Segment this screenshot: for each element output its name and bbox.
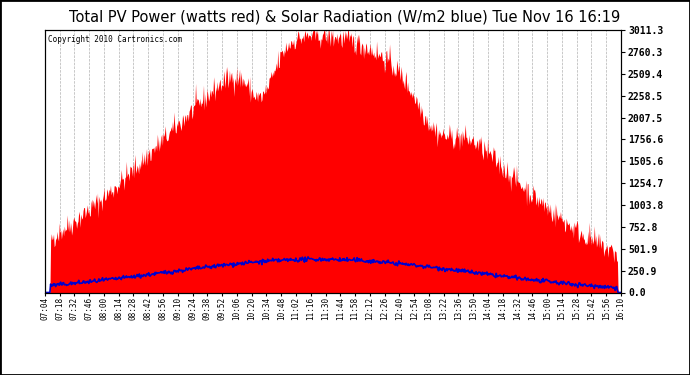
Text: Copyright 2010 Cartronics.com: Copyright 2010 Cartronics.com xyxy=(48,35,182,44)
Text: Total PV Power (watts red) & Solar Radiation (W/m2 blue) Tue Nov 16 16:19: Total PV Power (watts red) & Solar Radia… xyxy=(70,9,620,24)
